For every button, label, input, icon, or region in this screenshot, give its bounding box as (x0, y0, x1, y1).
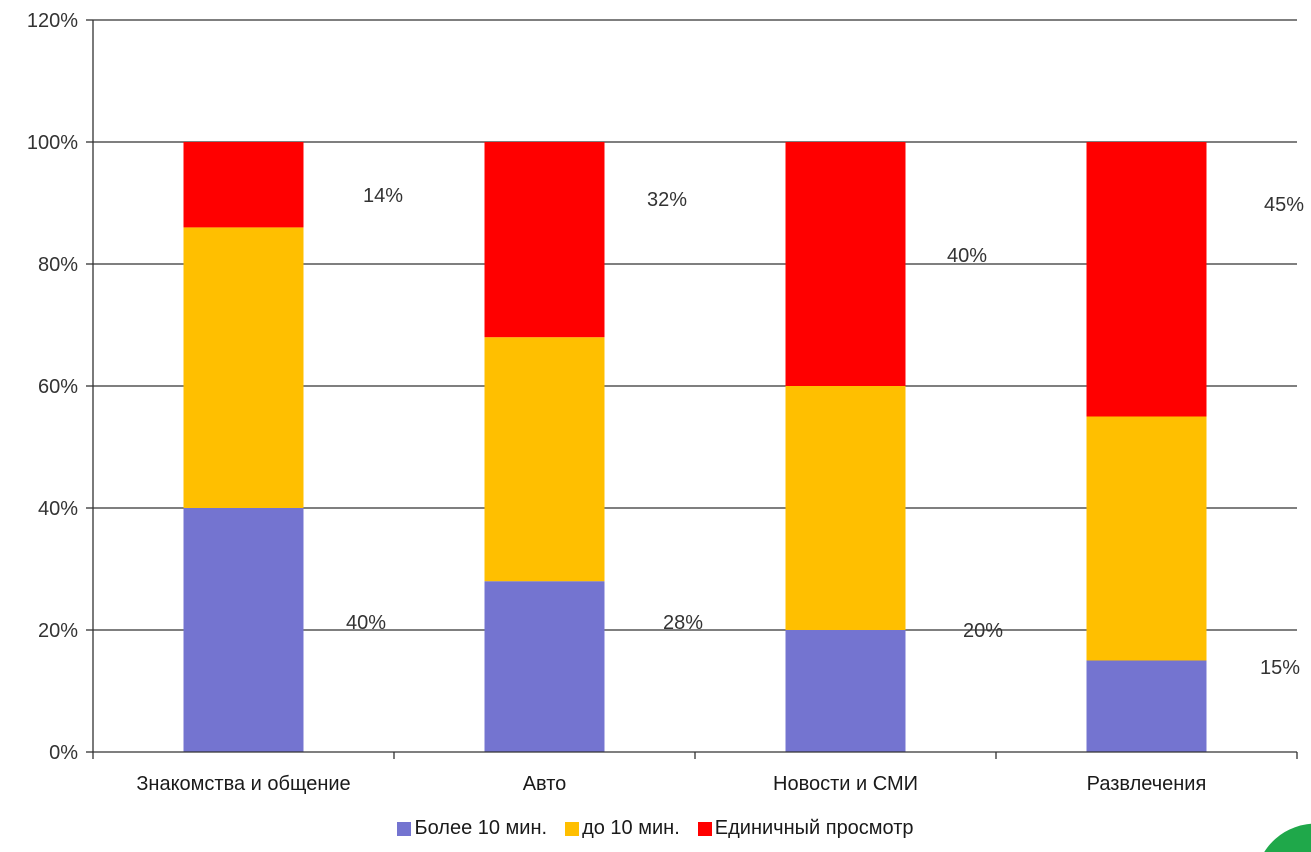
legend-item-single-view: Единичный просмотр (697, 817, 914, 840)
legend-swatch-single-view (697, 821, 712, 836)
bar-segment (1086, 660, 1207, 752)
data-label-single-view: 14% (363, 185, 403, 207)
axes: 0% 20% 40% 60% 80% 100% 120% Знакомства и общен… (27, 10, 1298, 795)
corner-decoration (1241, 812, 1311, 852)
x-category-label: Авто (523, 773, 567, 795)
y-tick-label: 80% (38, 254, 78, 276)
y-tick-label: 40% (38, 498, 78, 520)
bar-segment (484, 581, 605, 752)
data-label-single-view: 45% (1264, 194, 1304, 216)
y-tick-label: 20% (38, 620, 78, 642)
bar-segment (183, 142, 304, 228)
legend-label-up-to-10: до 10 мин. (582, 817, 680, 839)
bar-segment (484, 142, 605, 338)
y-tick-label: 60% (38, 376, 78, 398)
bar-segment (1086, 416, 1207, 661)
legend-swatch-up-to-10 (565, 821, 580, 836)
y-tick-label: 100% (27, 132, 78, 154)
y-tick-label: 120% (27, 10, 78, 32)
legend: Более 10 мин. до 10 мин. Единичный просм… (0, 817, 1311, 840)
bar-segment (785, 142, 906, 386)
y-tick-label: 0% (49, 742, 78, 764)
bar-segment (785, 386, 906, 630)
x-category-label: Знакомства и общение (136, 773, 350, 795)
data-label-more-10: 15% (1260, 657, 1300, 679)
bar-segment (183, 508, 304, 752)
data-label-more-10: 20% (963, 620, 1003, 642)
legend-item-more-10: Более 10 мин. (397, 817, 547, 840)
data-labels: 40% 28% 20% 15% 14% 32% 40% 45% (346, 185, 1304, 679)
legend-item-up-to-10: до 10 мин. (565, 817, 680, 840)
bar-segment (1086, 142, 1207, 417)
bar-segment (484, 337, 605, 582)
bars (183, 142, 1207, 752)
data-label-single-view: 32% (647, 189, 687, 211)
data-label-more-10: 40% (346, 612, 386, 634)
bar-segment (785, 630, 906, 752)
data-label-single-view: 40% (947, 245, 987, 267)
legend-label-single-view: Единичный просмотр (714, 817, 914, 839)
x-category-label: Развлечения (1087, 773, 1207, 795)
x-category-label: Новости и СМИ (773, 773, 918, 795)
bar-segment (183, 227, 304, 508)
legend-label-more-10: Более 10 мин. (414, 817, 548, 839)
data-label-more-10: 28% (663, 612, 703, 634)
legend-swatch-more-10 (397, 821, 412, 836)
